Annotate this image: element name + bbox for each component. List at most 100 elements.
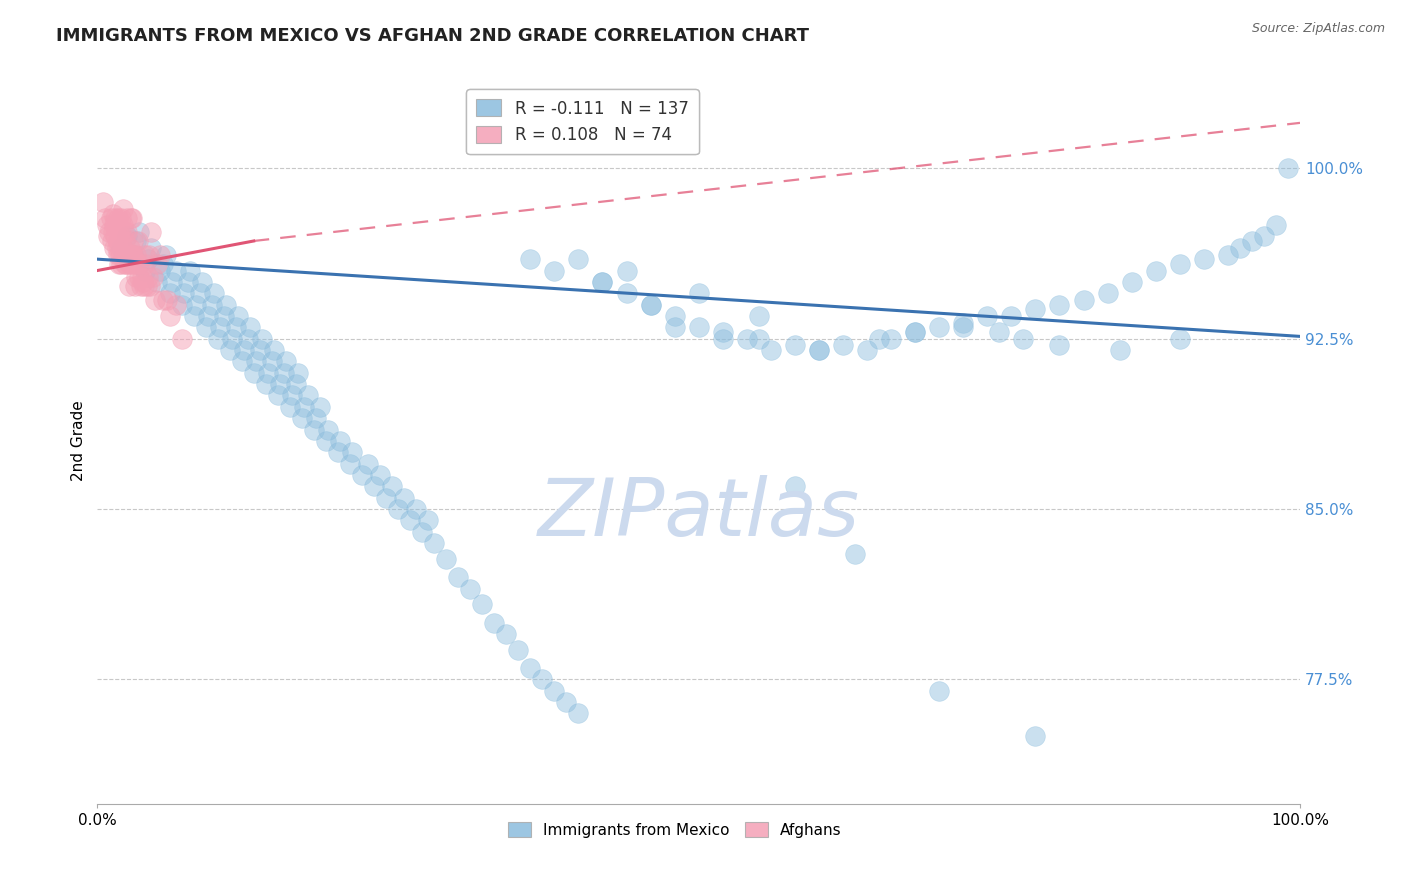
- Point: [108, 247, 131, 261]
- Point: [134, 247, 156, 261]
- Point: [531, 673, 554, 687]
- Point: [392, 491, 415, 505]
- Point: [138, 247, 160, 261]
- Point: [129, 279, 152, 293]
- Point: [928, 320, 950, 334]
- Point: [134, 263, 156, 277]
- Point: [152, 257, 174, 271]
- Point: [197, 309, 219, 323]
- Point: [201, 297, 224, 311]
- Point: [297, 388, 319, 402]
- Point: [160, 275, 183, 289]
- Point: [194, 320, 217, 334]
- Point: [191, 275, 214, 289]
- Point: [381, 479, 404, 493]
- Point: [952, 320, 974, 334]
- Point: [165, 263, 187, 277]
- Point: [141, 225, 163, 239]
- Point: [640, 297, 662, 311]
- Point: [434, 552, 457, 566]
- Point: [96, 218, 118, 232]
- Point: [267, 388, 290, 402]
- Point: [107, 247, 129, 261]
- Point: [1012, 332, 1035, 346]
- Point: [107, 234, 129, 248]
- Point: [260, 354, 283, 368]
- Point: [1168, 332, 1191, 346]
- Point: [136, 252, 159, 267]
- Point: [142, 270, 165, 285]
- Legend: Immigrants from Mexico, Afghans: Immigrants from Mexico, Afghans: [502, 815, 848, 844]
- Point: [1265, 218, 1288, 232]
- Point: [139, 279, 162, 293]
- Point: [184, 297, 207, 311]
- Point: [284, 377, 307, 392]
- Point: [416, 513, 439, 527]
- Point: [104, 211, 127, 226]
- Point: [117, 225, 139, 239]
- Point: [156, 293, 179, 307]
- Point: [555, 695, 578, 709]
- Point: [458, 582, 481, 596]
- Point: [111, 218, 134, 232]
- Point: [128, 225, 150, 239]
- Point: [711, 332, 734, 346]
- Point: [245, 354, 267, 368]
- Point: [305, 411, 328, 425]
- Point: [976, 309, 998, 323]
- Point: [149, 263, 172, 277]
- Point: [112, 247, 135, 261]
- Point: [114, 234, 136, 248]
- Point: [165, 297, 187, 311]
- Point: [120, 257, 142, 271]
- Point: [868, 332, 890, 346]
- Point: [807, 343, 830, 357]
- Point: [121, 247, 143, 261]
- Point: [105, 218, 128, 232]
- Point: [664, 309, 686, 323]
- Point: [339, 457, 361, 471]
- Point: [159, 309, 181, 323]
- Point: [519, 661, 541, 675]
- Point: [350, 467, 373, 482]
- Point: [107, 211, 129, 226]
- Point: [278, 400, 301, 414]
- Point: [1229, 241, 1251, 255]
- Point: [1097, 286, 1119, 301]
- Point: [292, 400, 315, 414]
- Point: [112, 225, 135, 239]
- Point: [101, 225, 124, 239]
- Point: [664, 320, 686, 334]
- Point: [783, 479, 806, 493]
- Point: [118, 241, 141, 255]
- Point: [1049, 297, 1071, 311]
- Point: [287, 366, 309, 380]
- Point: [832, 338, 855, 352]
- Point: [399, 513, 422, 527]
- Point: [423, 536, 446, 550]
- Point: [122, 247, 145, 261]
- Point: [281, 388, 304, 402]
- Point: [1168, 257, 1191, 271]
- Point: [447, 570, 470, 584]
- Point: [115, 257, 138, 271]
- Point: [1049, 338, 1071, 352]
- Point: [128, 270, 150, 285]
- Point: [125, 247, 148, 261]
- Point: [1108, 343, 1130, 357]
- Point: [988, 325, 1011, 339]
- Point: [136, 270, 159, 285]
- Point: [904, 325, 927, 339]
- Point: [748, 309, 770, 323]
- Point: [202, 286, 225, 301]
- Point: [110, 241, 132, 255]
- Point: [134, 257, 156, 271]
- Point: [179, 263, 201, 277]
- Point: [146, 257, 169, 271]
- Point: [688, 320, 710, 334]
- Point: [118, 247, 141, 261]
- Point: [176, 275, 198, 289]
- Point: [125, 257, 148, 271]
- Point: [543, 263, 565, 277]
- Point: [239, 320, 262, 334]
